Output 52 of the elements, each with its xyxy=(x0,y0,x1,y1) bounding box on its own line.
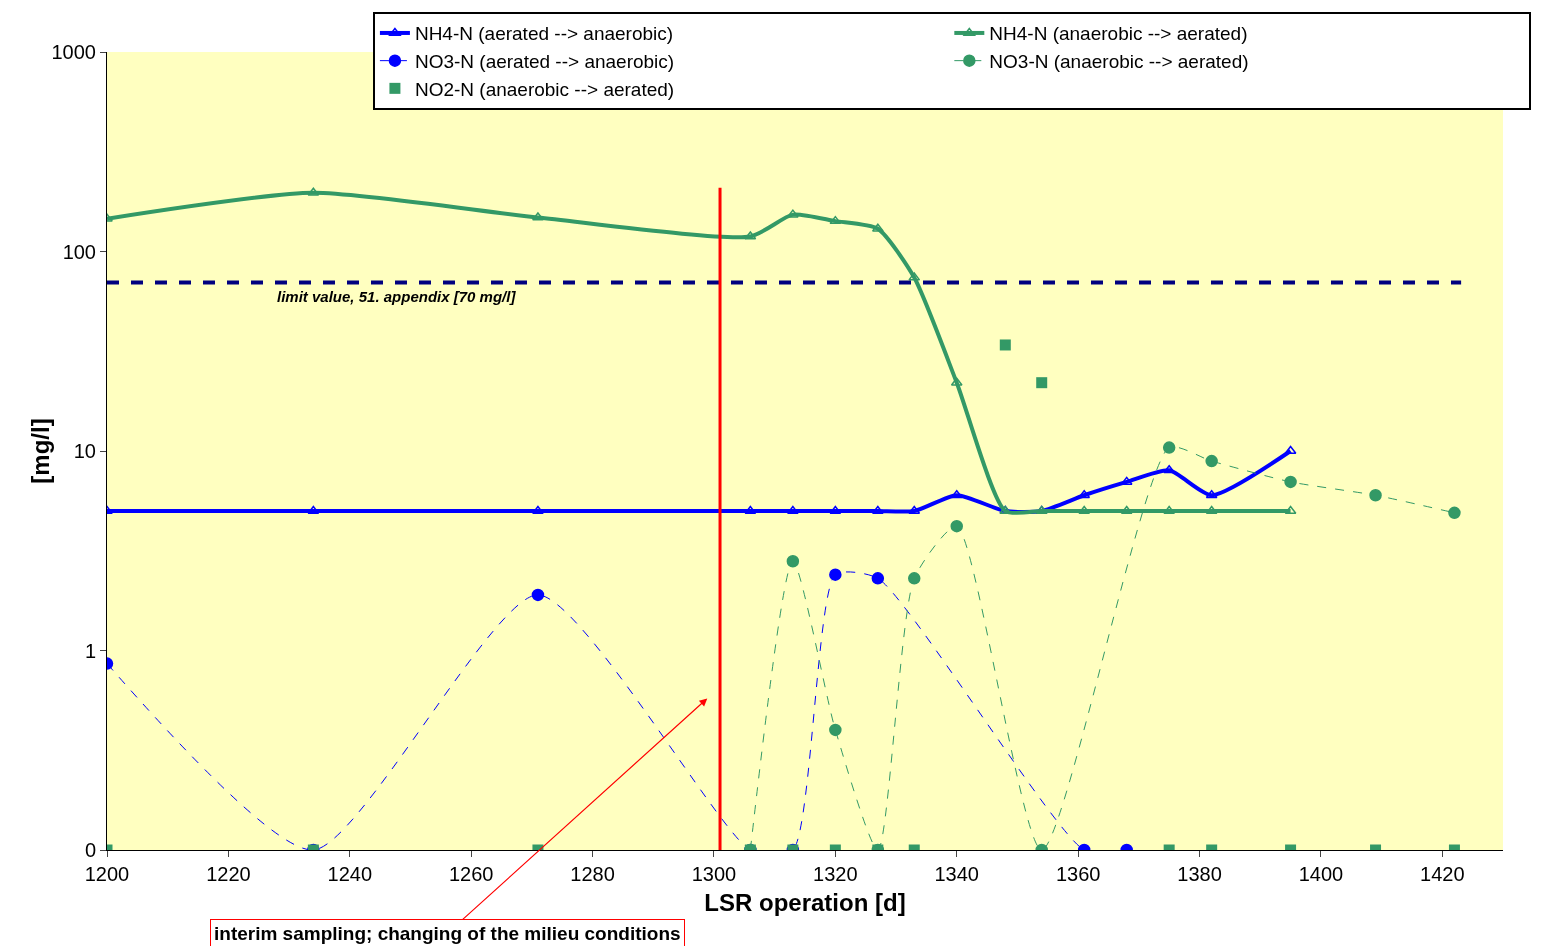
y-tick-label: 0 xyxy=(84,839,96,861)
point xyxy=(829,215,842,225)
text: interim sampling; changing of the milieu conditions xyxy=(214,923,681,944)
x-tick-label: 1400 xyxy=(1298,863,1344,885)
point xyxy=(1448,506,1461,520)
point xyxy=(1284,475,1297,489)
legend-label: NH4-N (anaerobic --> aerated) xyxy=(989,23,1248,45)
point xyxy=(1036,377,1048,389)
x-tick-label: 1300 xyxy=(691,863,737,885)
legend-label: NO3-N (anaerobic --> aerated) xyxy=(989,51,1249,73)
x-tick-label: 1360 xyxy=(1055,863,1101,885)
x-tick-label: 1380 xyxy=(1177,863,1222,885)
x-tick-label: 1260 xyxy=(448,863,494,885)
point xyxy=(871,505,884,515)
point xyxy=(908,505,921,515)
x-axis-title: LSR operation [d] xyxy=(704,889,906,917)
point xyxy=(1284,505,1297,515)
point xyxy=(1163,505,1176,515)
point xyxy=(1120,505,1133,515)
y-tick-label: 10 xyxy=(73,440,96,462)
ref-line-label: limit value, 51. appendix [70 mg/l] xyxy=(277,288,517,305)
point xyxy=(1369,489,1382,502)
x-tick-label: 1340 xyxy=(934,863,979,885)
point xyxy=(1205,505,1218,515)
point xyxy=(1205,454,1218,468)
x-tick-label: 1320 xyxy=(813,863,858,885)
point xyxy=(786,505,799,515)
y-tick-label: 100 xyxy=(62,240,96,263)
x-tick-label: 1280 xyxy=(570,863,615,885)
point xyxy=(950,519,963,533)
point xyxy=(829,568,842,581)
point xyxy=(744,505,757,515)
point xyxy=(829,505,842,515)
point xyxy=(908,572,921,585)
point xyxy=(1162,441,1176,454)
point xyxy=(871,572,885,585)
x-tick-label: 1220 xyxy=(206,863,251,885)
x-tick-label: 1420 xyxy=(1420,863,1465,885)
legend-label: NO2-N (anaerobic --> aerated) xyxy=(414,78,675,100)
legend-label: NO3-N (aerated --> anaerobic) xyxy=(414,51,675,73)
point xyxy=(786,555,800,568)
point xyxy=(307,505,320,515)
point xyxy=(999,339,1011,351)
point xyxy=(531,505,544,515)
x-tick-label: 1240 xyxy=(327,863,373,885)
point xyxy=(1078,505,1091,515)
point xyxy=(531,588,545,602)
y-axis-title: [mg/l] xyxy=(27,418,54,484)
legend-label: NH4-N (aerated --> anaerobic) xyxy=(414,23,674,45)
y-tick-label: 1 xyxy=(84,639,96,662)
x-tick-label: 1200 xyxy=(84,863,130,885)
y-tick-label: 1000 xyxy=(51,41,96,63)
